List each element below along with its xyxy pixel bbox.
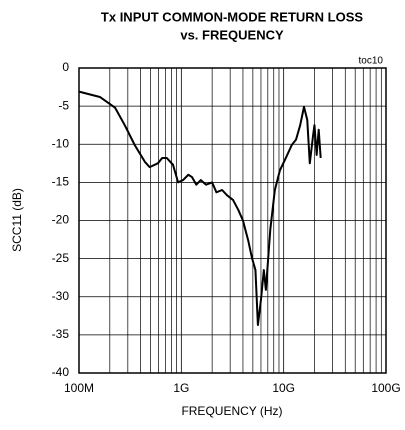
y-axis-label: SCC11 (dB) (10, 188, 24, 252)
x-tick-label: 100G (371, 381, 400, 395)
y-tick-label: -25 (52, 251, 70, 265)
y-tick-label: -40 (52, 365, 70, 379)
annotation: toc10 (359, 56, 384, 67)
x-tick-label: 1G (173, 381, 189, 395)
y-tick-label: -15 (52, 175, 70, 189)
plot-frame (78, 67, 387, 374)
x-axis-label: FREQUENCY (Hz) (181, 404, 282, 418)
x-tick-label: 10G (272, 381, 295, 395)
x-tick-label: 100M (64, 381, 94, 395)
y-tick-label: -20 (52, 213, 70, 227)
chart-title: Tx INPUT COMMON-MODE RETURN LOSS (101, 9, 363, 24)
y-tick-label: -10 (52, 136, 70, 150)
y-tick-label: -30 (52, 289, 70, 303)
chart-subtitle: vs. FREQUENCY (180, 27, 284, 42)
data-line (78, 90, 322, 326)
y-tick-label: -5 (58, 98, 69, 112)
y-tick-label: -35 (52, 327, 70, 341)
y-tick-label: 0 (62, 60, 69, 74)
